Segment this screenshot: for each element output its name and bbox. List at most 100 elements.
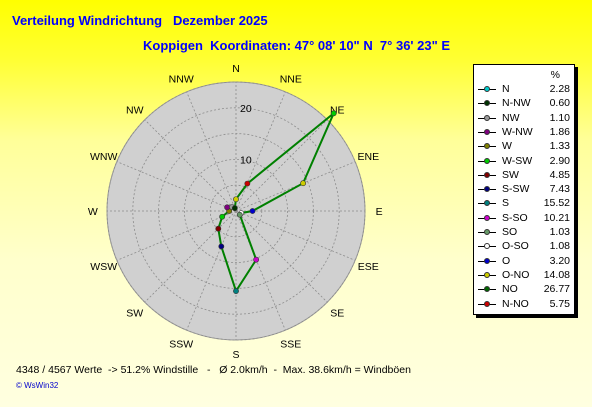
grid-spoke xyxy=(144,119,237,212)
legend-item: SW 4.85 xyxy=(478,169,570,183)
direction-label-wnw: WNW xyxy=(90,151,117,163)
legend-item: O-SO 1.08 xyxy=(478,240,570,254)
direction-label-se: SE xyxy=(330,307,344,319)
direction-label-wsw: WSW xyxy=(90,261,117,273)
legend-label: NW xyxy=(502,111,520,124)
legend-label: S xyxy=(502,197,510,210)
legend-marker xyxy=(478,271,496,278)
legend-value: 1.08 xyxy=(549,240,570,253)
legend-value: 2.90 xyxy=(549,154,570,167)
legend-unit: % xyxy=(550,69,560,81)
direction-label-w: W xyxy=(88,206,98,218)
legend-marker xyxy=(478,171,496,178)
legend-item: W-SW 2.90 xyxy=(478,155,570,169)
data-point-ne xyxy=(330,110,337,117)
legend-label: O xyxy=(502,254,511,267)
legend-label: W-NW xyxy=(502,125,533,138)
data-point-nnw xyxy=(231,205,238,212)
legend-value: 1.03 xyxy=(549,226,570,238)
grid-spoke xyxy=(235,91,286,212)
legend-marker xyxy=(478,214,496,221)
legend-marker xyxy=(478,257,496,264)
grid-spoke xyxy=(116,210,237,261)
grid-spoke xyxy=(235,119,328,212)
legend-label: NO xyxy=(502,283,518,296)
legend-value: 14.08 xyxy=(543,268,570,281)
direction-label-ene: ENE xyxy=(357,151,379,163)
radial-tick-labels: 10 20 xyxy=(240,103,252,167)
legend-label: SO xyxy=(502,226,518,238)
data-point-ssw xyxy=(218,243,225,250)
radar-grid xyxy=(106,81,366,341)
legend-value: 4.85 xyxy=(549,168,570,181)
data-point-wsw xyxy=(219,213,226,220)
brand-label: © WsWin32 xyxy=(16,381,59,390)
direction-label-ssw: SSW xyxy=(169,338,193,350)
chart-title: Verteilung Windrichtung Dezember 2025 xyxy=(12,13,268,28)
data-point-nne xyxy=(244,180,251,187)
legend-item: NO 26.77 xyxy=(478,283,570,297)
data-point-n xyxy=(233,196,239,203)
grid-spoke xyxy=(235,210,286,331)
data-markers xyxy=(215,110,337,294)
grid-spoke xyxy=(116,161,237,212)
legend-value: 3.20 xyxy=(549,254,570,267)
legend-value: 2.28 xyxy=(549,83,570,95)
legend-marker xyxy=(478,86,496,92)
legend-marker xyxy=(478,243,496,250)
grid-spoke xyxy=(144,210,237,303)
data-point-se xyxy=(236,211,243,218)
grid-spoke xyxy=(235,210,328,303)
legend-marker xyxy=(478,286,496,293)
legend-label: W-SW xyxy=(502,154,533,167)
legend-item: O 3.20 xyxy=(478,255,570,269)
legend-value: 1.10 xyxy=(549,111,570,124)
grid-spoke xyxy=(186,91,237,212)
data-point-sw xyxy=(215,225,222,232)
legend-marker xyxy=(478,114,496,121)
legend-marker xyxy=(478,143,496,150)
legend-item: S-SW 7.43 xyxy=(478,183,570,197)
grid-spoke xyxy=(186,210,237,331)
legend-item: NW 1.10 xyxy=(478,112,570,126)
legend-label: SW xyxy=(502,168,519,181)
legend-item: O-NO 14.08 xyxy=(478,269,570,283)
data-point-wnw xyxy=(224,204,231,211)
legend-item: W-NW 1.86 xyxy=(478,126,570,140)
grid-ring xyxy=(183,158,288,263)
footer-stats: 4348 / 4567 Werte -> 51.2% Windstille - … xyxy=(16,364,411,376)
legend-marker xyxy=(478,100,496,107)
legend-item: N 2.28 xyxy=(478,83,570,97)
radial-tick-label: 20 xyxy=(240,103,252,115)
legend-marker xyxy=(478,200,496,207)
legend-item: S-SO 10.21 xyxy=(478,212,570,226)
grid-ring xyxy=(132,107,340,315)
legend-value: 0.60 xyxy=(549,97,570,110)
direction-label-e: E xyxy=(376,206,383,218)
legend-value: 10.21 xyxy=(543,211,570,224)
legend-marker xyxy=(478,186,496,193)
chart-subtitle: Koppigen Koordinaten: 47° 08' 10" N 7° 3… xyxy=(143,38,451,53)
legend-item: S 15.52 xyxy=(478,197,570,211)
legend-value: 1.86 xyxy=(549,125,570,138)
data-point-s xyxy=(233,288,239,294)
legend-label: S-SW xyxy=(502,183,530,196)
legend-value: 7.43 xyxy=(549,183,570,196)
legend-label: S-SO xyxy=(502,211,528,224)
legend-value: 26.77 xyxy=(543,283,570,296)
legend-label: O-NO xyxy=(502,268,530,281)
legend-label: W xyxy=(502,140,512,153)
radial-tick-label: 10 xyxy=(240,154,252,166)
direction-label-nne: NNE xyxy=(280,74,302,86)
legend-marker xyxy=(478,229,496,235)
legend-value: 1.33 xyxy=(549,140,570,153)
direction-label-sse: SSE xyxy=(280,338,301,350)
legend-label: N-NW xyxy=(502,97,531,110)
legend-item: SO 1.03 xyxy=(478,226,570,240)
direction-label-nnw: NNW xyxy=(169,74,194,86)
legend-item: N-NO 5.75 xyxy=(478,298,570,312)
legend-label: N-NO xyxy=(502,297,529,310)
direction-label-sw: SW xyxy=(126,307,143,319)
